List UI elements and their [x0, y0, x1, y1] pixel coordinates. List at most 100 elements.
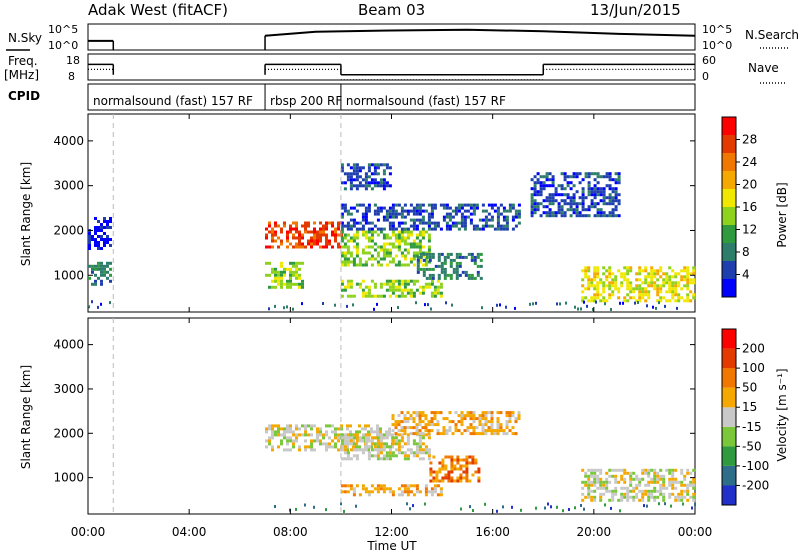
velocity-cell: [361, 439, 364, 443]
velocity-cell: [283, 430, 286, 434]
power-bar-swatch: [722, 243, 736, 261]
power-cell: [100, 273, 103, 277]
velocity-cell: [620, 486, 624, 490]
velocity-cell: [394, 423, 398, 427]
power-cell: [397, 203, 401, 207]
power-cell: [599, 299, 603, 303]
power-cell: [391, 282, 395, 286]
velocity-cell: [349, 430, 352, 434]
power-cell: [412, 221, 416, 225]
velocity-cell: [388, 454, 392, 458]
velocity-cell: [379, 430, 382, 434]
power-cell: [539, 187, 543, 191]
power-cell: [433, 285, 437, 289]
velocity-cell: [680, 468, 684, 472]
power-cell: [596, 284, 600, 288]
power-cell: [617, 175, 621, 179]
power-cell: [346, 163, 350, 167]
power-cell: [442, 215, 446, 219]
velocity-cell: [653, 480, 657, 484]
power-cell: [412, 206, 416, 210]
power-cell: [430, 203, 434, 207]
power-cell: [400, 279, 404, 283]
velocity-cell: [352, 493, 356, 497]
velocity-cell: [424, 426, 428, 430]
velocity-cell: [457, 414, 461, 418]
velocity-cell: [584, 495, 588, 499]
power-cell: [376, 218, 380, 222]
power-cell: [277, 276, 280, 280]
velocity-cell: [453, 464, 457, 468]
velocity-cell: [406, 439, 410, 443]
power-cell: [487, 218, 491, 222]
velocity-cell: [298, 445, 301, 449]
velocity-cell: [385, 436, 389, 440]
power-cell: [331, 245, 334, 249]
power-cell: [472, 206, 476, 210]
power-cell: [665, 281, 669, 285]
velocity-cell: [460, 411, 464, 415]
power-cell: [346, 209, 350, 213]
power-cell: [100, 282, 103, 286]
velocity-cell: [418, 442, 422, 446]
power-cell: [346, 248, 350, 252]
velocity-cell: [505, 423, 509, 427]
power-cell: [376, 212, 380, 216]
power-cell: [455, 267, 459, 271]
velocity-cell: [415, 487, 419, 491]
power-cell: [415, 227, 419, 231]
velocity-cell: [587, 468, 591, 472]
power-cell: [94, 244, 97, 247]
power-cell: [620, 284, 624, 288]
power-cell: [382, 169, 386, 173]
power-cell: [572, 211, 576, 215]
power-cell: [455, 273, 459, 277]
power-bar-swatch: [722, 171, 736, 189]
power-cell: [617, 181, 621, 185]
power-cell: [647, 281, 651, 285]
power-cell: [475, 206, 479, 210]
power-cell: [593, 214, 597, 218]
power-cell: [274, 233, 277, 237]
velocity-cell: [421, 432, 425, 436]
power-cell: [367, 288, 371, 292]
power-cell: [280, 282, 283, 286]
power-ground-cell: [619, 301, 621, 305]
power-cell: [452, 270, 456, 274]
power-cell: [307, 239, 310, 243]
velocity-cell: [435, 479, 439, 483]
power-cell: [418, 257, 422, 261]
power-cell: [325, 227, 328, 231]
velocity-cell: [596, 486, 600, 490]
nsky-tick-top: 10^5: [48, 23, 78, 36]
velocity-cell: [406, 493, 410, 497]
power-cell: [376, 172, 380, 176]
power-cell: [502, 227, 506, 231]
power-cell: [268, 224, 271, 228]
power-cell: [391, 242, 395, 246]
power-cell: [370, 233, 374, 237]
power-cell: [578, 211, 582, 215]
velocity-cell: [286, 424, 289, 428]
power-cell: [572, 175, 576, 179]
power-cell: [560, 205, 564, 209]
power-cell: [416, 264, 420, 268]
power-cell: [560, 187, 564, 191]
power-cell: [472, 209, 476, 213]
velocity-cell: [400, 429, 404, 433]
velocity-cell: [304, 439, 307, 443]
power-cell: [671, 284, 675, 288]
power-cell: [109, 267, 112, 271]
power-cell: [340, 233, 343, 237]
power-cell: [455, 255, 459, 259]
power-cell: [461, 270, 465, 274]
velocity-cell: [674, 486, 678, 490]
power-cell: [644, 293, 648, 297]
power-cell: [94, 264, 97, 268]
velocity-cell: [289, 436, 292, 440]
velocity-cell: [415, 445, 419, 449]
velocity-cell: [608, 498, 612, 502]
velocity-cell: [635, 474, 639, 478]
velocity-cell: [653, 486, 657, 490]
velocity-cell: [349, 448, 353, 452]
